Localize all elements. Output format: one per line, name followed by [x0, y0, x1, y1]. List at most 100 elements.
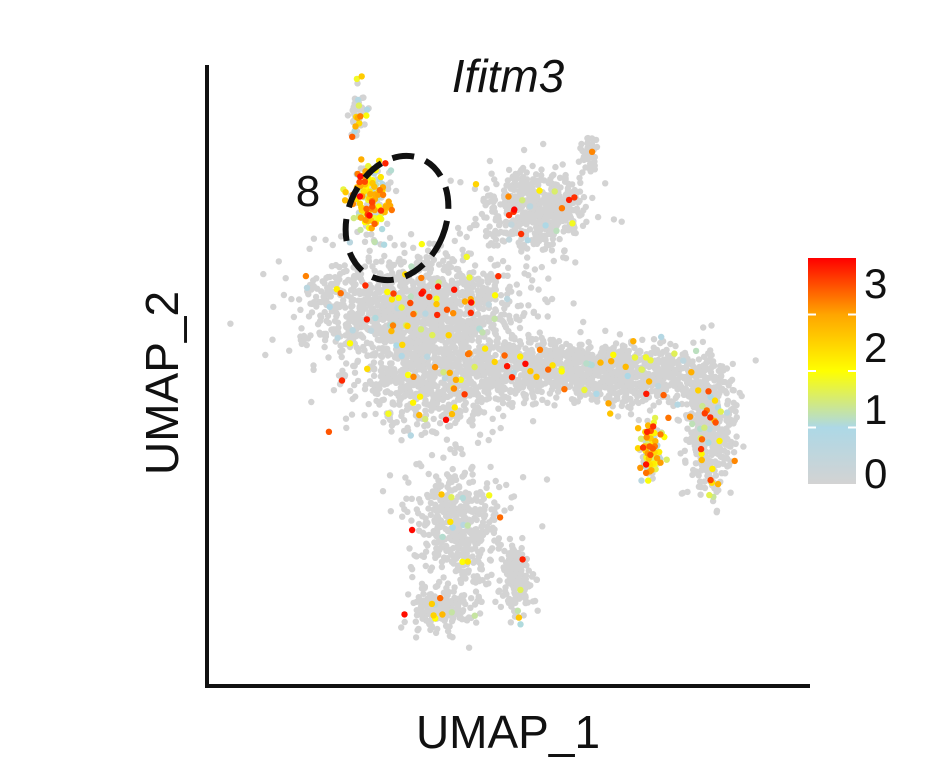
cell-point [463, 527, 471, 534]
cell-point [445, 284, 452, 292]
cell-point [527, 339, 534, 346]
cell-point [465, 367, 472, 374]
cell-point [434, 582, 441, 589]
cell-point [392, 314, 399, 321]
cell-point [636, 347, 643, 354]
cell-point [483, 581, 490, 588]
cell-point [724, 401, 731, 408]
cell-point [422, 602, 430, 609]
cell-point [351, 333, 358, 340]
cell-point [422, 407, 429, 414]
cell-point [713, 509, 720, 516]
cell-point [470, 380, 477, 388]
cell-point [487, 198, 495, 205]
cell-point [432, 344, 439, 351]
cell-point [732, 440, 739, 447]
cell-point [418, 580, 426, 587]
cell-point [444, 527, 451, 535]
cell-point [461, 469, 469, 476]
cell-point [493, 180, 500, 188]
cell-point [325, 354, 332, 361]
cell-point [462, 569, 469, 577]
cell-point [551, 345, 559, 353]
cell-point [382, 336, 389, 343]
cell-point [440, 411, 447, 419]
cell-point [333, 309, 340, 317]
cell-point [469, 422, 476, 429]
cell-point [286, 347, 293, 354]
cell-point [492, 351, 499, 359]
cell-point [699, 391, 707, 398]
cell-point [525, 567, 532, 574]
cell-point [580, 156, 588, 164]
cell-point [479, 291, 486, 298]
cell-point [469, 281, 477, 288]
cell-point [368, 231, 375, 238]
cell-point [352, 393, 359, 400]
cell-point [392, 332, 399, 340]
cell-point [391, 242, 398, 249]
cell-point [344, 112, 352, 119]
cell-point [494, 242, 501, 249]
cell-point [523, 169, 530, 176]
cell-point [336, 270, 344, 278]
cell-point [545, 206, 553, 214]
cell-point [650, 402, 657, 409]
cell-point [475, 303, 482, 311]
cell-point [733, 433, 740, 440]
cell-point [488, 571, 495, 578]
cell-point [492, 306, 499, 313]
cell-point [487, 557, 494, 564]
cell-point [501, 547, 508, 555]
cell-point [456, 382, 463, 389]
cell-point [444, 355, 452, 363]
cell-point [463, 290, 470, 297]
cell-point [439, 295, 446, 302]
cell-point [628, 400, 636, 407]
cell-point [376, 401, 383, 408]
cell-point [404, 427, 412, 434]
cell-point [474, 439, 482, 446]
cell-point [363, 231, 370, 238]
cell-point [454, 518, 461, 525]
cell-point [702, 465, 710, 472]
cell-point [386, 472, 394, 479]
cell-point [684, 425, 691, 432]
cell-point [556, 174, 564, 181]
cell-point [384, 314, 391, 321]
cell-point [555, 219, 562, 227]
cell-point [374, 302, 382, 309]
cell-point [343, 360, 350, 367]
cell-point [469, 471, 476, 478]
cell-point [488, 545, 496, 552]
cell-point [700, 353, 708, 360]
cell-point [489, 415, 496, 422]
cell-point [696, 483, 703, 490]
cell-point [516, 324, 524, 332]
cell-point [303, 341, 310, 349]
cell-point [269, 336, 276, 343]
cell-point [347, 287, 355, 294]
cell-point [550, 218, 557, 225]
cell-point [426, 240, 433, 247]
cell-point [575, 199, 582, 206]
cell-point [464, 504, 472, 512]
cell-point [577, 145, 584, 152]
cell-point [545, 275, 552, 282]
cell-point [650, 336, 658, 343]
cell-point [708, 322, 715, 329]
cell-point [664, 371, 672, 379]
cell-point [290, 313, 298, 321]
cell-point [459, 246, 466, 253]
cell-point [480, 195, 487, 203]
cell-point [498, 556, 505, 563]
cell-point [489, 368, 496, 376]
cell-point [616, 348, 623, 355]
cell-point [510, 493, 518, 500]
cell-point [501, 229, 508, 236]
cell-point [707, 369, 715, 376]
cell-point [692, 460, 700, 467]
cell-point [447, 264, 455, 271]
cell-point [430, 256, 438, 263]
cell-point [730, 399, 737, 406]
